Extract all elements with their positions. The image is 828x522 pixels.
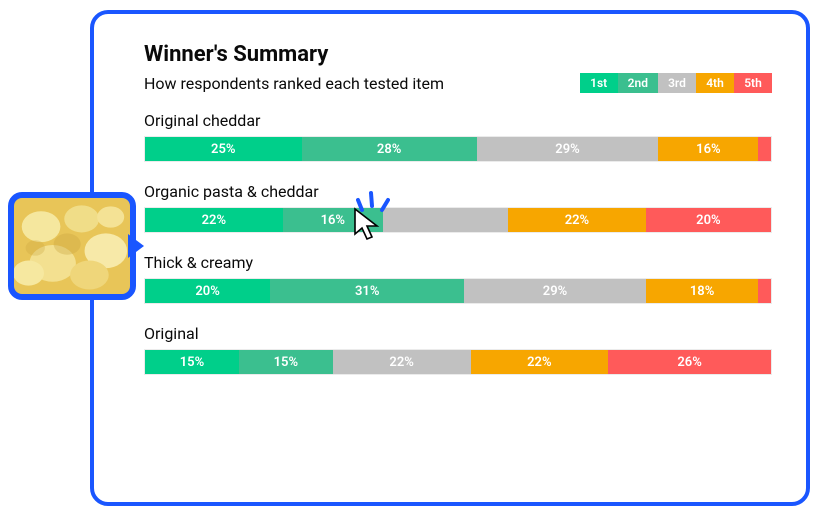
mac-cheese-icon [14,198,130,294]
rank-segment: 15% [145,350,239,374]
rank-row[interactable]: Organic pasta & cheddar22%16%22%20% [144,182,772,233]
rank-row[interactable]: Thick & creamy 20%31%29%18% [144,253,772,304]
subtitle-text: How respondents ranked each tested item [144,74,444,93]
rank-segment: 31% [270,279,464,303]
rank-row[interactable]: Original cheddar 25%28%29%16% [144,111,772,162]
rank-bar: 15%15%22%22%26% [144,349,772,375]
legend-chip-5th: 5th [734,73,772,93]
rank-segment: 16% [283,208,383,232]
rank-segment: 22% [508,208,646,232]
rank-segment: 22% [471,350,609,374]
rank-segment: 15% [239,350,333,374]
rank-segment: 25% [145,137,302,161]
rank-row[interactable]: Original15%15%22%22%26% [144,324,772,375]
legend-chip-4th: 4th [696,73,734,93]
rank-segment: 22% [333,350,471,374]
row-label: Thick & creamy [144,253,772,272]
rank-segment: 18% [646,279,759,303]
subtitle-row: How respondents ranked each tested item … [144,73,772,93]
row-label: Organic pasta & cheddar [144,182,772,201]
rank-segment: 26% [608,350,771,374]
rank-segment: 20% [646,208,771,232]
ranking-rows: Original cheddar25%28%29%16%Organic past… [144,111,772,375]
rank-bar: 20%31%29%18% [144,278,772,304]
rank-segment: 28% [302,137,477,161]
summary-card: Winner's Summary How respondents ranked … [90,10,810,506]
legend-chip-2nd: 2nd [618,73,658,93]
page-title: Winner's Summary [144,42,772,67]
rank-segment [758,279,771,303]
row-label: Original [144,324,772,343]
rank-segment: 29% [477,137,659,161]
rank-segment: 29% [464,279,646,303]
row-label: Original cheddar [144,111,772,130]
rank-bar: 25%28%29%16% [144,136,772,162]
rank-segment: 22% [145,208,283,232]
rank-legend: 1st2nd3rd4th5th [580,73,772,93]
callout-pointer-icon [128,234,144,258]
legend-chip-1st: 1st [580,73,618,93]
rank-segment [383,208,508,232]
rank-segment: 20% [145,279,270,303]
rank-segment: 16% [658,137,758,161]
rank-bar: 22%16%22%20% [144,207,772,233]
item-thumbnail[interactable] [8,192,136,300]
legend-chip-3rd: 3rd [658,73,696,93]
rank-segment [758,137,771,161]
